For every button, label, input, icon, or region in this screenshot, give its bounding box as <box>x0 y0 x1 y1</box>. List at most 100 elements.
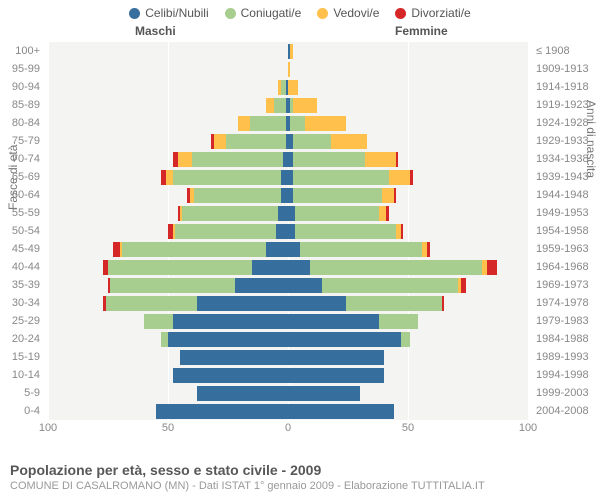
bar-segment <box>281 170 288 185</box>
bar-segment <box>305 116 346 131</box>
pyramid-row <box>48 42 528 60</box>
x-axis: 10050050100 <box>48 420 528 438</box>
bar-segment <box>173 368 288 383</box>
bar-segment <box>401 332 411 347</box>
pyramid-row <box>48 402 528 420</box>
birth-label: 1979-1983 <box>536 312 596 330</box>
pyramid-row <box>48 60 528 78</box>
bar-female <box>288 206 389 221</box>
bar-segment <box>173 170 281 185</box>
bar-female <box>288 350 384 365</box>
age-label: 85-89 <box>0 96 40 114</box>
y-axis-right: ≤ 19081909-19131914-19181919-19231924-19… <box>532 42 596 420</box>
bar-female <box>288 188 396 203</box>
pyramid-row <box>48 204 528 222</box>
age-label: 0-4 <box>0 402 40 420</box>
birth-label: 1949-1953 <box>536 204 596 222</box>
bar-segment <box>293 98 317 113</box>
bar-segment <box>295 206 379 221</box>
age-label: 60-64 <box>0 186 40 204</box>
bar-segment <box>394 188 396 203</box>
age-label: 20-24 <box>0 330 40 348</box>
bar-segment <box>288 368 384 383</box>
bar-male <box>168 224 288 239</box>
pyramid-row <box>48 78 528 96</box>
chart-area: 10050050100 <box>48 42 528 438</box>
legend: Celibi/Nubili Coniugati/e Vedovi/e Divorzia… <box>0 0 600 24</box>
birth-label: 1929-1933 <box>536 132 596 150</box>
bar-segment <box>276 224 288 239</box>
age-label: 90-94 <box>0 78 40 96</box>
bar-male <box>161 332 288 347</box>
pyramid-row <box>48 330 528 348</box>
birth-label: 1934-1938 <box>536 150 596 168</box>
gender-headers: Maschi Femmine <box>0 24 600 40</box>
bar-female <box>288 116 346 131</box>
bar-female <box>288 224 403 239</box>
bar-segment <box>288 206 295 221</box>
age-label: 50-54 <box>0 222 40 240</box>
bar-segment <box>182 206 278 221</box>
bar-female <box>288 260 497 275</box>
legend-label: Vedovi/e <box>333 6 379 20</box>
bar-segment <box>214 134 226 149</box>
bar-segment <box>235 278 288 293</box>
x-tick: 100 <box>519 422 537 434</box>
birth-label: 1984-1988 <box>536 330 596 348</box>
age-label: 15-19 <box>0 348 40 366</box>
bar-male <box>161 170 288 185</box>
bar-segment <box>379 206 386 221</box>
bar-segment <box>156 404 288 419</box>
pyramid-row <box>48 96 528 114</box>
age-label: 45-49 <box>0 240 40 258</box>
bar-female <box>288 242 430 257</box>
bar-segment <box>197 386 288 401</box>
bar-segment <box>442 296 444 311</box>
x-tick: 100 <box>39 422 57 434</box>
bar-segment <box>461 278 466 293</box>
bar-male <box>156 404 288 419</box>
bar-segment <box>290 116 304 131</box>
bar-segment <box>238 116 250 131</box>
birth-label: 1969-1973 <box>536 276 596 294</box>
bar-segment <box>161 332 168 347</box>
bar-male <box>197 386 288 401</box>
legend-item: Divorziati/e <box>395 6 470 20</box>
bar-segment <box>288 296 346 311</box>
bar-male <box>108 278 288 293</box>
bar-segment <box>427 242 429 257</box>
pyramid-row <box>48 168 528 186</box>
legend-label: Coniugati/e <box>241 6 302 20</box>
pyramid-row <box>48 186 528 204</box>
bar-female <box>288 62 290 77</box>
bar-male <box>238 116 288 131</box>
bar-segment <box>178 152 192 167</box>
bar-segment <box>173 314 288 329</box>
legend-label: Celibi/Nubili <box>145 6 208 20</box>
bar-female <box>288 332 410 347</box>
bar-segment <box>288 260 310 275</box>
chart-subtitle: COMUNE DI CASALROMANO (MN) - Dati ISTAT … <box>10 480 485 492</box>
y-axis-left: 100+95-9990-9485-8980-8475-7970-7465-696… <box>0 42 44 420</box>
bar-female <box>288 314 418 329</box>
bar-segment <box>293 134 331 149</box>
pyramid-row <box>48 132 528 150</box>
x-tick: 50 <box>402 422 414 434</box>
legend-item: Vedovi/e <box>317 6 379 20</box>
legend-swatch <box>395 8 406 19</box>
age-label: 80-84 <box>0 114 40 132</box>
bar-female <box>288 134 367 149</box>
bar-segment <box>346 296 442 311</box>
bar-male <box>113 242 288 257</box>
bar-male <box>278 80 288 95</box>
bar-segment <box>288 242 300 257</box>
header-male: Maschi <box>135 24 176 38</box>
age-label: 35-39 <box>0 276 40 294</box>
bar-segment <box>290 44 292 59</box>
bar-segment <box>293 170 389 185</box>
bar-male <box>187 188 288 203</box>
bar-segment <box>266 242 288 257</box>
bar-segment <box>194 188 280 203</box>
bar-segment <box>180 350 288 365</box>
bar-segment <box>288 278 322 293</box>
